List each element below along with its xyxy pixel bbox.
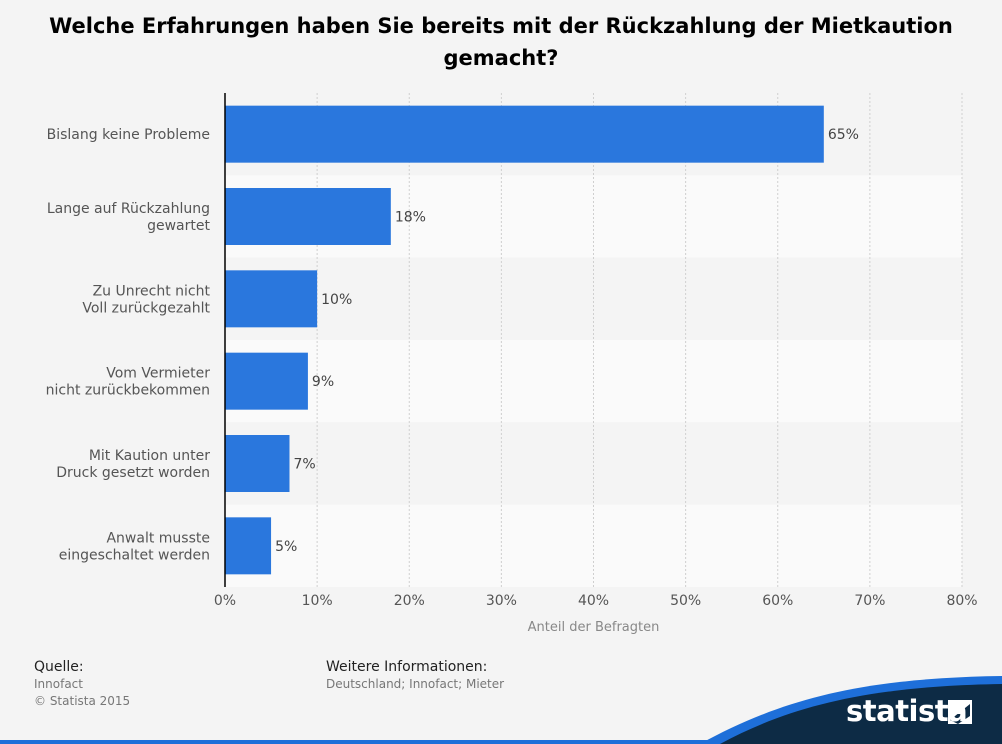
info-heading: Weitere Informationen:: [326, 659, 488, 675]
bar: [225, 517, 272, 575]
bar: [225, 188, 391, 245]
footer-strip: [0, 740, 720, 744]
category-labels: Bislang keine Probleme Lange auf Rückzahl…: [46, 127, 211, 563]
x-tick-label: 10%: [302, 593, 333, 609]
category-label: eingeschaltet werden: [59, 547, 210, 563]
category-label: Anwalt musste: [106, 530, 210, 546]
info-text: Deutschland; Innofact; Mieter: [326, 677, 505, 691]
source-line: Innofact: [34, 677, 83, 691]
x-tick-label: 50%: [670, 593, 701, 609]
x-tick-label: 70%: [854, 593, 885, 609]
bar-value-label: 9%: [312, 374, 334, 390]
plot-background: [225, 93, 962, 587]
x-tick-label: 40%: [578, 593, 609, 609]
category-label: Voll zurückgezahlt: [82, 300, 210, 316]
bar-value-label: 5%: [275, 539, 297, 555]
bar: [225, 352, 308, 410]
bar-series: 65% 18% 10% 9% 7% 5%: [225, 105, 859, 575]
bar-value-label: 7%: [293, 457, 315, 473]
bar-value-label: 18%: [395, 210, 426, 226]
category-label: Vom Vermieter: [106, 366, 210, 382]
x-tick-label: 0%: [214, 593, 236, 609]
copyright-line: © Statista 2015: [34, 694, 131, 708]
chart-title: Welche Erfahrungen haben Sie bereits mit…: [49, 14, 953, 70]
source-heading: Quelle:: [34, 659, 84, 675]
bar-value-label: 10%: [321, 292, 352, 308]
category-label: Bislang keine Probleme: [47, 127, 210, 143]
x-tick-label: 60%: [762, 593, 793, 609]
statista-logo-text: statista: [846, 694, 968, 728]
x-tick-labels: 0% 10% 20% 30% 40% 50% 60% 70% 80%: [214, 593, 978, 609]
brand-banner: [720, 684, 1002, 744]
x-tick-label: 80%: [946, 593, 977, 609]
category-label: Mit Kaution unter: [89, 448, 210, 464]
bar: [225, 105, 824, 163]
x-axis-title: Anteil der Befragten: [528, 620, 660, 635]
bar: [225, 270, 318, 328]
category-label: Druck gesetzt worden: [56, 465, 210, 481]
bar-value-label: 65%: [828, 127, 859, 143]
x-tick-label: 20%: [394, 593, 425, 609]
category-label: nicht zurückbekommen: [46, 383, 210, 399]
bar: [225, 435, 290, 492]
statista-logo-icon: [948, 700, 972, 724]
category-label: Zu Unrecht nicht: [93, 283, 211, 299]
category-label: Lange auf Rückzahlung: [47, 201, 210, 217]
x-tick-label: 30%: [486, 593, 517, 609]
category-label: gewartet: [147, 218, 210, 234]
